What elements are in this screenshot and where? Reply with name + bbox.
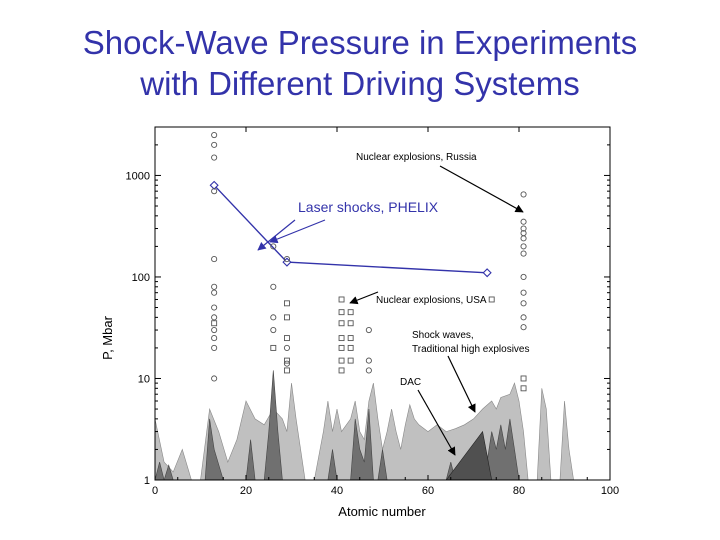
arrow-laser-2 <box>269 219 326 244</box>
x-tick-label: 20 <box>240 485 252 497</box>
nuclear-usa-point <box>347 344 354 351</box>
nuclear-russia-point <box>211 141 218 148</box>
nuclear-russia-point <box>520 314 527 321</box>
slide-title: Shock-Wave Pressure in Experiments with … <box>0 22 720 104</box>
nuclear-russia-point <box>211 256 218 263</box>
y-tick-label: 100 <box>132 272 150 284</box>
x-axis-label: Atomic number <box>338 504 426 519</box>
nuclear-russia-point <box>520 235 527 242</box>
arrow-laser-1 <box>257 219 296 251</box>
plot-frame <box>154 126 611 481</box>
nuclear-usa-point <box>284 300 290 307</box>
label-nuclear-usa: Nuclear explosions, USA <box>376 295 487 306</box>
axes-layer: 0 20 40 60 80 100 1 10 100 1000 <box>126 126 619 497</box>
nuclear-russia-point <box>211 335 218 342</box>
nuclear-russia-point <box>520 250 527 257</box>
nuclear-russia-point <box>270 243 277 250</box>
nuclear-usa-point <box>520 385 527 392</box>
nuclear-usa-point <box>520 375 527 382</box>
nuclear-usa-point <box>338 357 345 364</box>
nuclear-russia-point <box>211 289 218 296</box>
markers-layer <box>209 131 527 392</box>
laser-point <box>482 268 492 278</box>
nuclear-russia-point <box>211 326 218 334</box>
nuclear-russia-point <box>270 326 277 334</box>
label-laser-shocks: Laser shocks, PHELIX <box>298 199 439 215</box>
nuclear-russia-point <box>283 344 291 351</box>
nuclear-usa-point <box>284 357 290 364</box>
nuclear-russia-point <box>520 218 527 225</box>
nuclear-russia-point <box>520 273 527 281</box>
nuclear-usa-point <box>211 320 218 327</box>
nuclear-russia-point <box>520 300 527 307</box>
nuclear-russia-point <box>270 283 277 290</box>
nuclear-russia-point <box>211 344 218 351</box>
label-shock-waves-2: Traditional high explosives <box>412 344 529 355</box>
nuclear-russia-point <box>211 314 218 321</box>
nuclear-usa-point <box>284 367 290 374</box>
x-tick-label: 100 <box>601 485 619 497</box>
nuclear-usa-point <box>270 344 277 351</box>
y-tick-label: 1 <box>144 475 150 487</box>
nuclear-russia-point <box>520 289 527 296</box>
nuclear-russia-point <box>365 367 372 374</box>
nuclear-russia-point <box>365 326 372 334</box>
nuclear-usa-point <box>338 309 345 316</box>
arrow-shock-waves <box>447 355 476 413</box>
x-tick-label: 0 <box>152 485 158 497</box>
region-dac <box>445 430 493 480</box>
arrow-dac <box>417 389 456 456</box>
y-tick-label: 1000 <box>126 170 150 182</box>
nuclear-usa-point <box>338 320 345 327</box>
nuclear-usa-point <box>338 367 345 374</box>
region-shock-waves-dark <box>155 370 610 480</box>
nuclear-usa-point <box>338 335 345 342</box>
nuclear-russia-point <box>365 357 372 364</box>
nuclear-russia-point <box>211 283 218 290</box>
slide-title-line2: with Different Driving Systems <box>140 65 580 102</box>
arrow-nuclear-usa <box>349 291 379 305</box>
nuclear-russia-point <box>211 188 218 195</box>
label-dac: DAC <box>400 377 421 388</box>
nuclear-usa-point <box>347 335 354 342</box>
nuclear-usa-point <box>488 296 495 303</box>
nuclear-usa-point <box>347 320 354 327</box>
nuclear-usa-point <box>284 335 290 342</box>
label-shock-waves-1: Shock waves, <box>412 330 474 341</box>
nuclear-usa-point <box>284 314 290 321</box>
nuclear-usa-point <box>347 357 354 364</box>
nuclear-russia-point <box>283 256 291 263</box>
nuclear-russia-point <box>211 304 218 311</box>
slide-title-line1: Shock-Wave Pressure in Experiments <box>82 24 638 61</box>
label-nuclear-russia: Nuclear explosions, Russia <box>356 152 477 163</box>
y-axis-label: P, Mbar <box>100 315 115 360</box>
nuclear-usa-point <box>338 296 345 303</box>
annotation-arrows <box>257 165 524 456</box>
x-tick-label: 40 <box>331 485 343 497</box>
nuclear-russia-point <box>283 360 291 367</box>
nuclear-russia-point <box>520 324 527 331</box>
nuclear-russia-point <box>211 131 218 139</box>
y-tick-label: 10 <box>138 373 150 385</box>
nuclear-russia-point <box>211 375 218 382</box>
nuclear-russia-point <box>211 154 218 161</box>
laser-point <box>209 180 219 190</box>
nuclear-usa-point <box>347 309 354 316</box>
x-tick-label: 80 <box>513 485 525 497</box>
arrow-nuclear-russia <box>439 165 524 213</box>
nuclear-russia-point <box>270 314 277 321</box>
nuclear-russia-point <box>520 225 527 232</box>
regions-layer <box>155 370 610 480</box>
nuclear-russia-point <box>520 191 527 198</box>
x-tick-label: 60 <box>422 485 434 497</box>
nuclear-usa-point <box>338 344 345 351</box>
nuclear-russia-point <box>520 243 527 250</box>
